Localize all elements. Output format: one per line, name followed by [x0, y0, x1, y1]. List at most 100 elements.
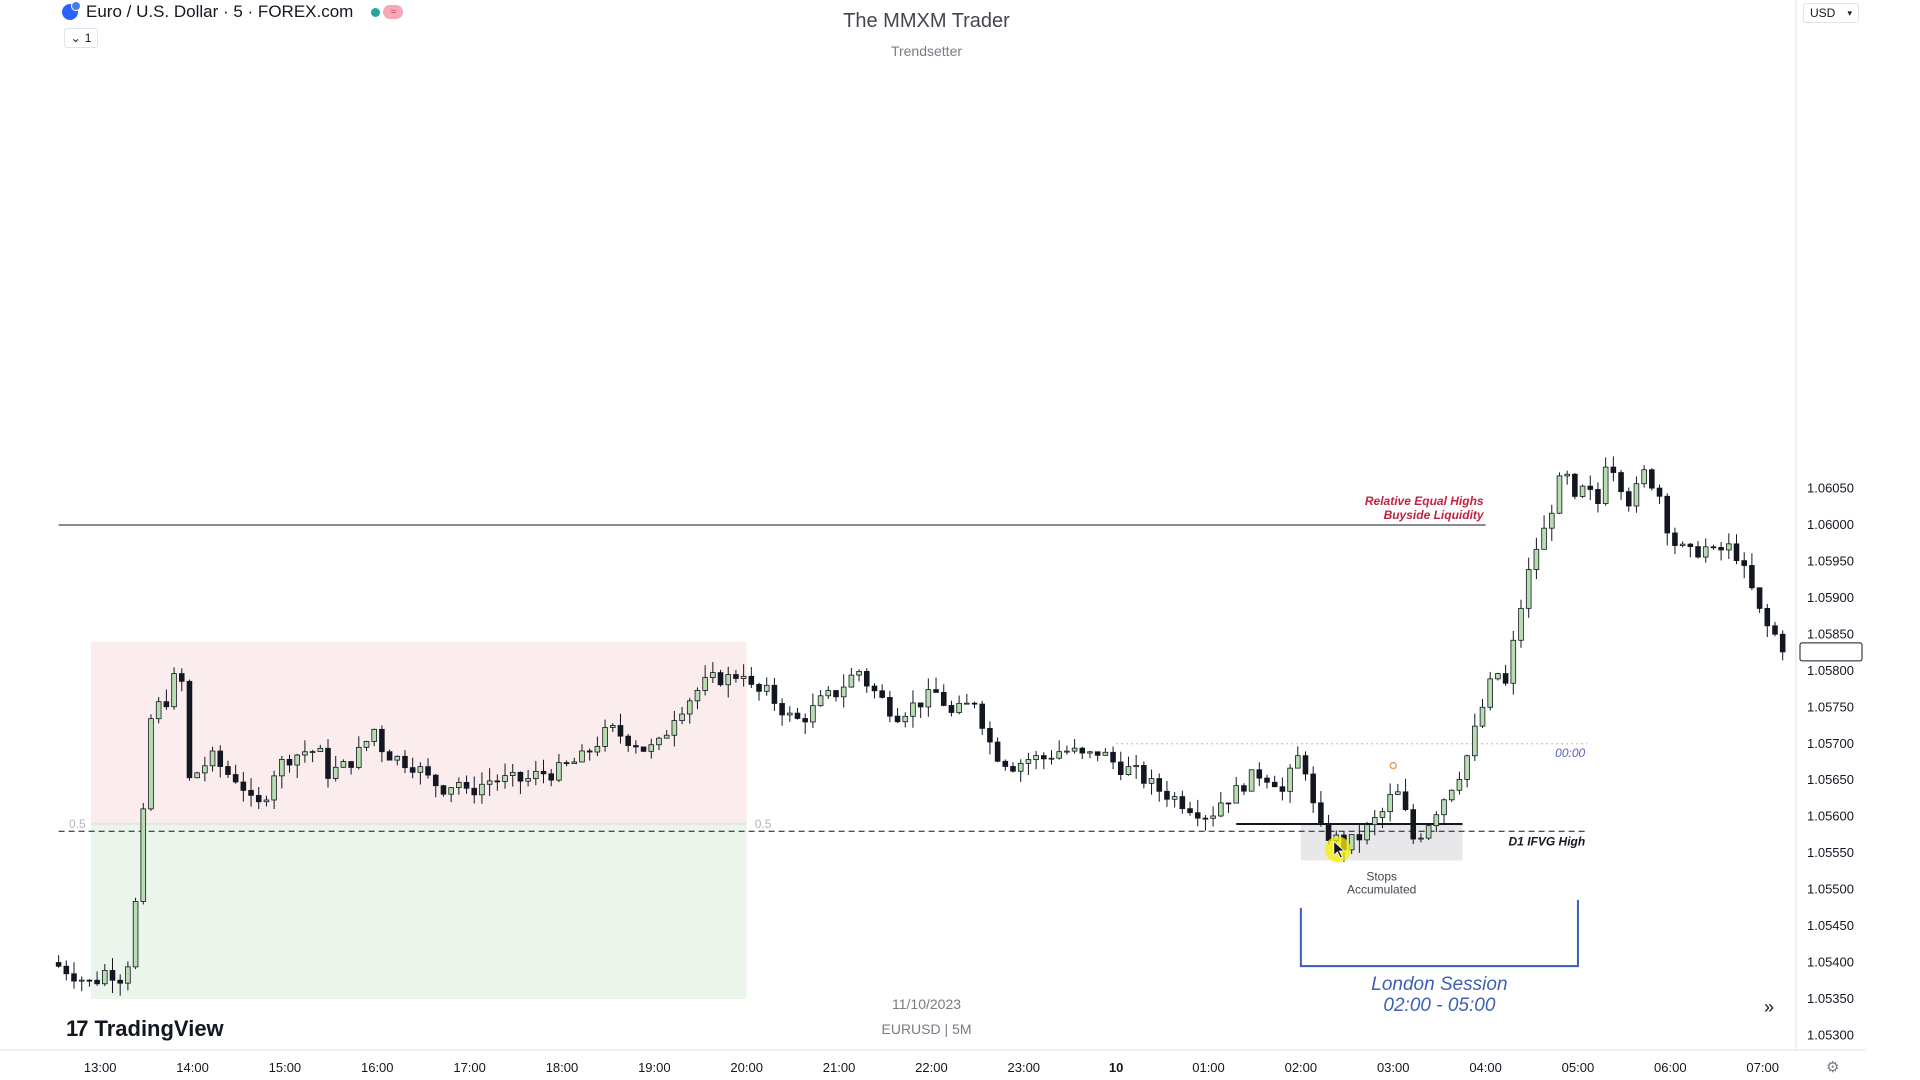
candle-bear: [1618, 472, 1624, 493]
candle-bull: [294, 754, 301, 766]
candle-bear: [1410, 809, 1417, 840]
price-tick-label: 1.05400: [1807, 955, 1854, 970]
time-tick-label: 10: [1109, 1060, 1123, 1075]
candle-bear: [1595, 489, 1601, 504]
candle-bear: [232, 774, 239, 783]
candle-bear: [1241, 785, 1247, 792]
candle-bear: [1402, 791, 1409, 811]
candle-bull: [202, 765, 208, 774]
candle-bear: [987, 727, 993, 743]
time-tick-label: 15:00: [269, 1060, 302, 1075]
candle-bull: [356, 746, 362, 768]
label-accumulated: Accumulated: [1347, 882, 1416, 896]
time-tick-label: 16:00: [361, 1060, 394, 1075]
watermark-symbol: EURUSD | 5M: [881, 1021, 972, 1037]
candle-bull: [1287, 767, 1293, 792]
price-tick-label: 1.06050: [1807, 481, 1854, 496]
candle-bear: [802, 718, 808, 723]
price-tick-label: 1.05900: [1807, 590, 1854, 605]
candle-bear: [1302, 755, 1309, 775]
london-session-bracket: [1299, 899, 1579, 968]
candle-bull: [1064, 750, 1070, 753]
candle-bull: [1726, 543, 1732, 551]
candle-bull: [1702, 546, 1709, 558]
candle-bear: [1687, 543, 1694, 547]
candle-bull: [1533, 548, 1540, 570]
price-tick-label: 1.05600: [1807, 809, 1854, 824]
tradingview-logo[interactable]: 17 TradingView: [66, 1016, 224, 1042]
symbol-title[interactable]: Euro / U.S. Dollar · 5 · FOREX.com: [86, 2, 354, 21]
candle-bear: [717, 672, 724, 686]
candle-bull: [309, 751, 316, 753]
market-open-dot-icon: [371, 7, 381, 17]
levels-layer: [58, 524, 1588, 832]
candle-bull: [1295, 755, 1301, 769]
candle-bull: [1641, 469, 1647, 485]
currency-value: USD: [1810, 6, 1836, 20]
candle-bear: [402, 755, 408, 769]
settings-gear-icon[interactable]: ⚙: [1826, 1059, 1840, 1076]
indicators-collapse-button[interactable]: ⌄ 1: [64, 28, 98, 48]
candle-bear: [1141, 765, 1147, 784]
price-tick-label: 1.05300: [1807, 1027, 1854, 1042]
candle-bull: [848, 674, 855, 688]
candle-bull: [125, 966, 131, 984]
candle-bear: [1625, 491, 1632, 507]
status-indicators[interactable]: ≈: [371, 5, 404, 19]
candle-bull: [302, 751, 308, 756]
candle-bull: [1633, 483, 1640, 507]
candle-bull: [1218, 802, 1224, 817]
candle-bull: [525, 778, 531, 782]
candle-bull: [502, 775, 508, 782]
candle-bull: [787, 712, 793, 716]
candle-bull: [363, 741, 370, 748]
candle-bear: [1094, 751, 1101, 756]
time-tick-label: 04:00: [1469, 1060, 1502, 1075]
candle-bear: [933, 689, 939, 693]
candle-bear: [1010, 766, 1016, 772]
candle-bull: [1425, 825, 1432, 839]
candle-bull: [102, 970, 108, 985]
candle-bull: [132, 901, 139, 968]
candle-bull: [1479, 706, 1486, 727]
candle-bear: [1741, 560, 1747, 566]
symbol-header[interactable]: Euro / U.S. Dollar · 5 · FOREX.com ≈: [62, 1, 404, 22]
currency-selector[interactable]: USD ▾: [1803, 3, 1859, 23]
candle-bull: [1495, 673, 1501, 680]
candle-bull: [1418, 837, 1424, 840]
candle-bear: [1271, 781, 1278, 788]
candle-bull: [155, 701, 162, 720]
candle-bull: [1579, 485, 1586, 497]
candle-bear: [1117, 761, 1124, 775]
candle-bull: [1348, 834, 1355, 851]
candle-bear: [409, 767, 416, 773]
candle-bear: [948, 705, 955, 713]
candle-bear: [633, 745, 639, 748]
candle-bear: [440, 785, 447, 795]
candle-bull: [656, 737, 662, 746]
label-relative-equal-highs: Relative Equal Highs: [1365, 494, 1484, 508]
candle-bull: [1364, 824, 1370, 841]
price-axis[interactable]: [1795, 0, 1863, 1050]
candle-bull: [479, 783, 485, 796]
candle-bull: [594, 746, 601, 753]
candle-bull: [902, 715, 909, 723]
price-tick-label: 1.05750: [1807, 699, 1854, 714]
candle-bull: [263, 799, 270, 803]
candle-bear: [163, 701, 170, 708]
candle-bull: [1464, 755, 1470, 780]
candle-bear: [1041, 755, 1047, 760]
candle-bull: [579, 750, 585, 763]
scroll-to-realtime-button[interactable]: »: [1756, 994, 1782, 1020]
indicator-badge[interactable]: ≈: [383, 5, 404, 19]
price-tick-label: 1.05550: [1807, 845, 1854, 860]
candle-bull: [1602, 466, 1609, 504]
candle-bull: [817, 695, 824, 707]
candle-bear: [1079, 747, 1086, 754]
candle-bull: [1048, 757, 1055, 760]
candle-bull: [1033, 755, 1039, 760]
candle-bull: [763, 684, 770, 692]
candle-bear: [1356, 834, 1363, 841]
candle-bull: [663, 734, 670, 739]
